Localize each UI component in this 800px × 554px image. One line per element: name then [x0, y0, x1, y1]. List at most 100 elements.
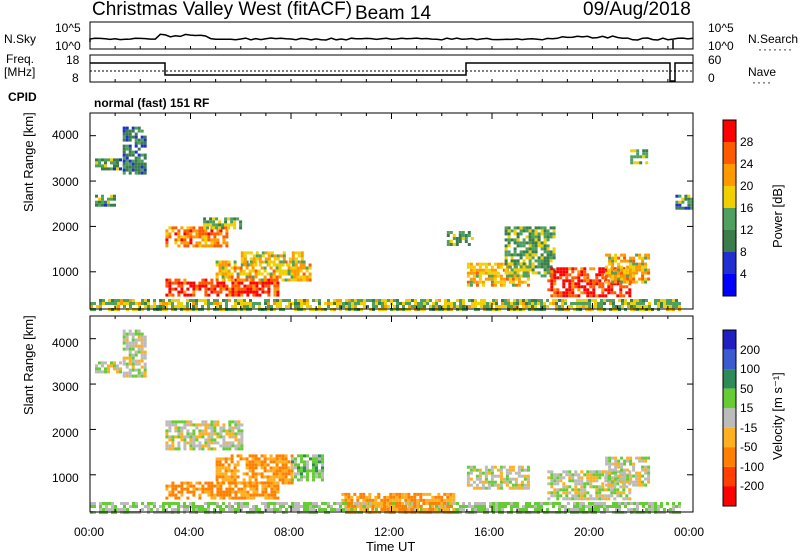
heatmap-cell [143, 365, 147, 369]
heatmap-cell [614, 256, 618, 260]
heatmap-cell [466, 474, 470, 478]
heatmap-cell [257, 472, 261, 476]
heatmap-cell [141, 502, 144, 505]
heatmap-cell [303, 508, 306, 511]
heatmap-cell [168, 484, 172, 488]
heatmap-cell [641, 483, 645, 487]
heatmap-cell [168, 435, 172, 439]
heatmap-cell [537, 226, 541, 230]
heatmap-cell [617, 459, 621, 463]
heatmap-cell [496, 474, 500, 478]
heatmap-cell [117, 299, 120, 302]
heatmap-cell [227, 475, 231, 479]
heatmap-cell [609, 505, 612, 508]
heatmap-cell [504, 259, 508, 263]
heatmap-cell [218, 472, 222, 476]
heatmap-cell [261, 487, 265, 491]
heatmap-cell [131, 332, 135, 336]
heatmap-cell [128, 162, 132, 166]
heatmap-cell [284, 278, 288, 282]
heatmap-cell [553, 491, 557, 495]
heatmap-cell [657, 305, 660, 308]
power-colorbar-tick: 8 [740, 245, 747, 259]
heatmap-cell [534, 250, 538, 254]
heatmap-cell [499, 280, 503, 284]
heatmap-cell [562, 491, 566, 495]
heatmap-cell [137, 368, 141, 372]
heatmap-cell [567, 502, 570, 505]
heatmap-cell [273, 284, 277, 288]
heatmap-cell [660, 302, 663, 305]
heatmap-cell [540, 502, 543, 505]
heatmap-cell [626, 268, 630, 272]
heatmap-cell [192, 299, 195, 302]
heatmap-cell [413, 501, 417, 505]
heatmap-cell [246, 493, 250, 497]
heatmap-cell [508, 477, 512, 481]
heatmap-cell [528, 259, 532, 263]
heatmap-cell [249, 251, 253, 255]
heatmap-cell [305, 275, 309, 279]
heatmap-cell [171, 490, 175, 494]
heatmap-cell [632, 268, 636, 272]
heatmap-cell [516, 259, 520, 263]
heatmap-cell [159, 302, 162, 305]
heatmap-cell [611, 462, 615, 466]
heatmap-cell [434, 501, 438, 505]
heatmap-cell [534, 241, 538, 245]
heatmap-cell [580, 491, 584, 495]
heatmap-cell [228, 290, 232, 294]
heatmap-cell [131, 162, 135, 166]
heatmap-cell [273, 290, 277, 294]
heatmap-cell [440, 501, 444, 505]
heatmap-cell [227, 457, 231, 461]
heatmap-cell [595, 470, 599, 474]
heatmap-cell [213, 238, 217, 242]
heatmap-cell [347, 495, 351, 499]
heatmap-cell [600, 502, 603, 505]
heatmap-cell [472, 277, 476, 281]
heatmap-cell [305, 278, 309, 282]
heatmap-cell [466, 465, 470, 469]
heatmap-cell [171, 487, 175, 491]
heatmap-cell [267, 284, 271, 288]
heatmap-cell [207, 447, 211, 451]
heatmap-cell [619, 291, 623, 295]
heatmap-cell [520, 468, 524, 472]
heatmap-cell [195, 235, 199, 239]
heatmap-cell [389, 495, 393, 499]
heatmap-cell [192, 487, 196, 491]
heatmap-cell [353, 504, 357, 508]
heatmap-cell [119, 361, 122, 365]
heatmap-cell [519, 229, 523, 233]
heatmap-cell [414, 302, 417, 305]
heatmap-cell [381, 299, 384, 302]
heatmap-cell [402, 302, 405, 305]
heatmap-cell [267, 302, 270, 305]
heatmap-cell [126, 508, 129, 511]
heatmap-cell [288, 257, 292, 261]
heatmap-cell [556, 276, 560, 280]
heatmap-cell [128, 332, 132, 336]
heatmap-cell [257, 457, 261, 461]
heatmap-cell [639, 305, 642, 308]
heatmap-cell [638, 268, 642, 272]
heatmap-cell [628, 497, 632, 501]
heatmap-cell [623, 253, 627, 257]
heatmap-cell [478, 471, 482, 475]
heatmap-cell [237, 438, 241, 442]
heatmap-cell [123, 299, 126, 302]
heatmap-cell [607, 288, 611, 292]
velocity-y-tick-1000: 1000 [52, 471, 79, 485]
heatmap-cell [537, 235, 541, 239]
heatmap-cell [449, 243, 453, 246]
heatmap-cell [398, 501, 402, 505]
heatmap-cell [233, 466, 237, 470]
heatmap-cell [128, 341, 132, 345]
heatmap-cell [300, 466, 303, 470]
heatmap-cell [192, 444, 196, 448]
heatmap-cell [227, 469, 231, 473]
heatmap-cell [678, 502, 681, 505]
heatmap-cell [594, 502, 597, 505]
heatmap-cell [296, 275, 300, 279]
